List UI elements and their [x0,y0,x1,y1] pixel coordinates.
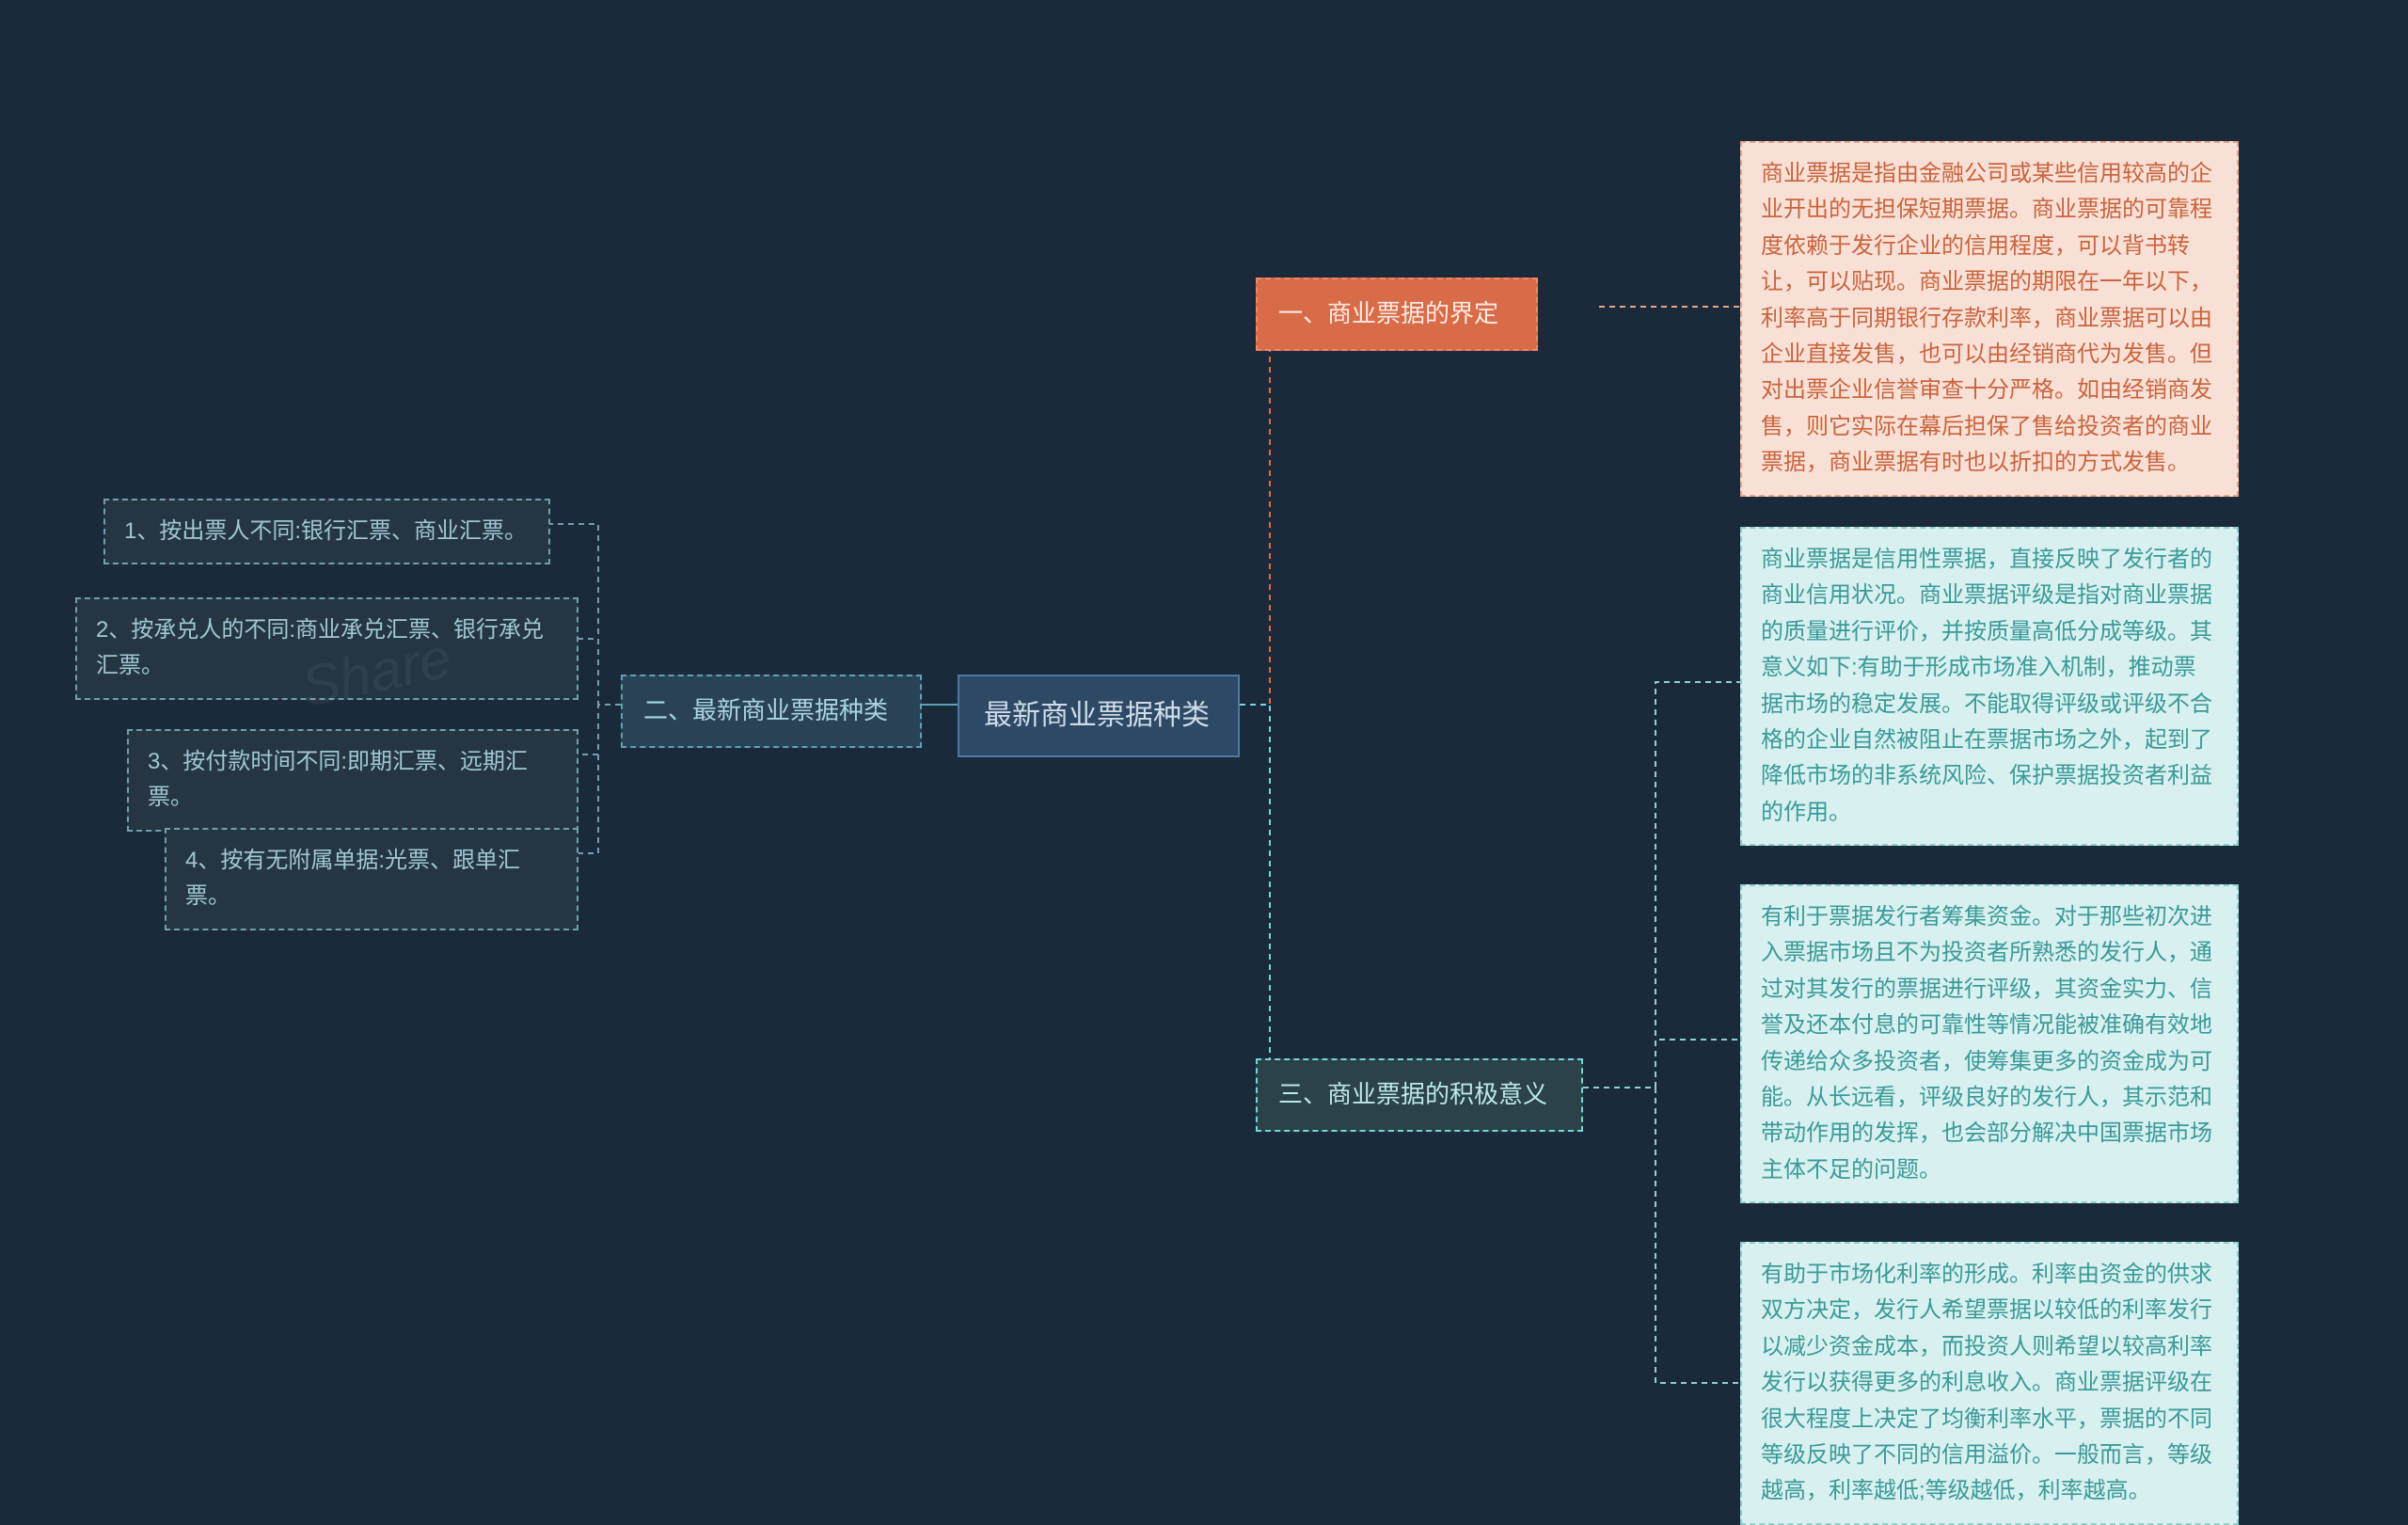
branch-b2[interactable]: 二、最新商业票据种类 [621,675,922,748]
connector-line [1240,705,1317,1088]
leaf-b1l1[interactable]: 商业票据是指由金融公司或某些信用较高的企业开出的无担保短期票据。商业票据的可靠程… [1740,141,2239,497]
connector-line [1240,307,1317,705]
leaf-b2l2[interactable]: 2、按承兑人的不同:商业承兑汇票、银行承兑汇票。 [75,597,578,700]
leaf-b3l1[interactable]: 商业票据是信用性票据，直接反映了发行者的商业信用状况。商业票据评级是指对商业票据… [1740,527,2239,846]
center-node[interactable]: 最新商业票据种类 [958,675,1240,757]
connector-line [1583,1040,1740,1088]
connector-line [1583,1088,1740,1383]
leaf-b2l3[interactable]: 3、按付款时间不同:即期汇票、远期汇票。 [127,729,578,832]
connector-line [1583,682,1740,1088]
connector-line [578,705,621,755]
leaf-b2l4[interactable]: 4、按有无附属单据:光票、跟单汇票。 [165,828,578,930]
connector-line [578,639,621,705]
connector-line [578,705,621,853]
leaf-b2l1[interactable]: 1、按出票人不同:银行汇票、商业汇票。 [103,499,550,564]
leaf-b3l3[interactable]: 有助于市场化利率的形成。利率由资金的供求双方决定，发行人希望票据以较低的利率发行… [1740,1242,2239,1525]
branch-b3[interactable]: 三、商业票据的积极意义 [1256,1058,1583,1132]
branch-b1[interactable]: 一、商业票据的界定 [1256,278,1538,351]
leaf-b3l2[interactable]: 有利于票据发行者筹集资金。对于那些初次进入票据市场且不为投资者所熟悉的发行人，通… [1740,884,2239,1203]
